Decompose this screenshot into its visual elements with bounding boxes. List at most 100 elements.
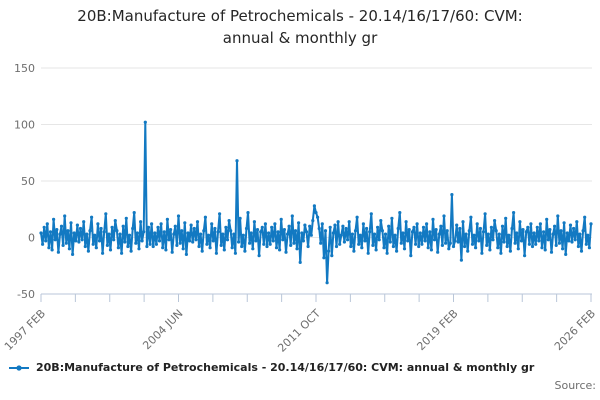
data-point[interactable] [485, 243, 489, 247]
data-point[interactable] [497, 232, 501, 236]
data-point[interactable] [53, 238, 57, 242]
data-point[interactable] [293, 229, 298, 233]
data-point[interactable] [540, 246, 544, 250]
data-point[interactable] [475, 222, 479, 226]
data-point[interactable] [399, 241, 403, 245]
data-point[interactable] [461, 220, 465, 224]
data-point[interactable] [290, 214, 294, 218]
data-point[interactable] [516, 247, 520, 251]
data-point[interactable] [47, 246, 51, 250]
data-point[interactable] [339, 233, 343, 237]
data-point[interactable] [194, 238, 198, 242]
data-point[interactable] [72, 231, 76, 235]
data-point[interactable] [314, 211, 318, 215]
data-point[interactable] [257, 254, 261, 258]
data-point[interactable] [401, 231, 405, 235]
data-point[interactable] [107, 232, 111, 236]
data-point[interactable] [235, 159, 239, 163]
data-point[interactable] [123, 240, 127, 244]
data-point[interactable] [278, 248, 282, 252]
data-point[interactable] [338, 242, 342, 246]
data-point[interactable] [529, 222, 533, 226]
data-point[interactable] [249, 231, 253, 235]
data-point[interactable] [342, 240, 346, 244]
data-point[interactable] [96, 222, 100, 226]
data-point[interactable] [456, 240, 460, 244]
data-point[interactable] [94, 246, 98, 250]
data-point[interactable] [241, 233, 245, 237]
data-point[interactable] [184, 252, 188, 256]
data-point[interactable] [523, 254, 527, 258]
data-point[interactable] [219, 243, 223, 247]
data-point[interactable] [232, 232, 236, 236]
data-point[interactable] [325, 281, 329, 285]
data-point[interactable] [374, 248, 378, 252]
data-point[interactable] [357, 242, 361, 246]
data-point[interactable] [447, 247, 451, 251]
data-point[interactable] [237, 240, 241, 244]
data-point[interactable] [409, 254, 413, 258]
data-point[interactable] [134, 241, 138, 245]
data-point[interactable] [306, 244, 310, 249]
data-point[interactable] [534, 242, 538, 246]
data-point[interactable] [88, 229, 92, 233]
data-point[interactable] [437, 232, 441, 236]
data-point[interactable] [576, 244, 581, 249]
data-point[interactable] [255, 228, 260, 232]
data-point[interactable] [526, 225, 530, 229]
data-point[interactable] [295, 247, 299, 251]
data-point[interactable] [292, 241, 296, 245]
data-point[interactable] [282, 228, 286, 232]
data-point[interactable] [480, 251, 484, 255]
data-point[interactable] [48, 230, 53, 234]
data-point[interactable] [320, 222, 324, 226]
data-point[interactable] [376, 225, 380, 229]
data-point[interactable] [77, 240, 81, 244]
data-point[interactable] [225, 238, 230, 242]
data-point[interactable] [453, 239, 457, 243]
data-point[interactable] [116, 246, 120, 250]
data-point[interactable] [176, 214, 181, 218]
data-point[interactable] [180, 229, 184, 233]
data-point[interactable] [142, 230, 146, 234]
data-point[interactable] [575, 220, 579, 224]
data-point[interactable] [425, 222, 429, 226]
data-point[interactable] [303, 223, 307, 227]
data-point[interactable] [561, 247, 565, 251]
data-point[interactable] [557, 241, 562, 245]
data-point[interactable] [214, 251, 218, 255]
data-point[interactable] [113, 219, 117, 223]
data-point[interactable] [477, 239, 481, 243]
data-point[interactable] [391, 244, 395, 249]
data-point[interactable] [93, 233, 97, 237]
data-point[interactable] [44, 239, 48, 243]
data-point[interactable] [565, 231, 569, 235]
data-point[interactable] [423, 239, 427, 243]
data-point[interactable] [56, 250, 61, 254]
data-point[interactable] [586, 233, 590, 237]
data-point[interactable] [407, 228, 411, 232]
data-point[interactable] [346, 238, 350, 242]
data-point[interactable] [317, 226, 321, 231]
data-point[interactable] [42, 225, 46, 229]
data-point[interactable] [322, 256, 326, 260]
data-point[interactable] [371, 243, 375, 247]
data-point[interactable] [556, 214, 560, 218]
data-point[interactable] [216, 230, 220, 234]
data-point[interactable] [445, 229, 449, 233]
data-point[interactable] [165, 217, 169, 221]
data-point[interactable] [333, 223, 337, 227]
data-point[interactable] [500, 224, 505, 228]
data-point[interactable] [127, 233, 132, 237]
data-point[interactable] [474, 246, 478, 250]
data-point[interactable] [213, 226, 217, 231]
data-point[interactable] [579, 249, 584, 253]
data-point[interactable] [132, 211, 136, 215]
data-point[interactable] [110, 225, 114, 229]
data-point[interactable] [153, 231, 157, 235]
data-point[interactable] [545, 217, 549, 221]
data-point[interactable] [502, 240, 506, 244]
data-point[interactable] [99, 226, 103, 231]
data-point[interactable] [412, 225, 416, 229]
data-point[interactable] [61, 243, 65, 247]
